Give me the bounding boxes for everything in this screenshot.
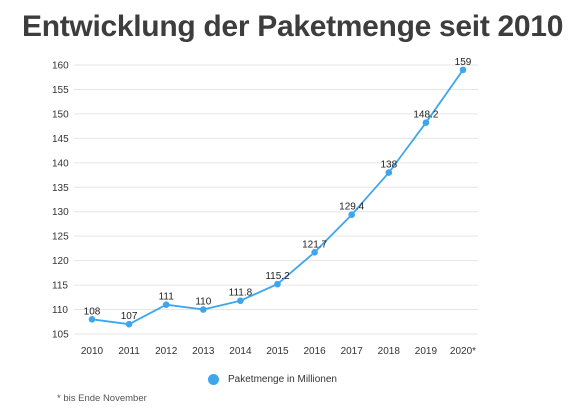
data-points [88,66,467,328]
x-tick-label: 2018 [378,346,401,357]
data-point [274,280,281,288]
data-label: 110 [195,297,211,308]
x-tick-label: 2016 [303,346,326,357]
y-tick-label: 145 [52,134,69,145]
y-tick-label: 120 [52,256,69,267]
y-tick-label: 130 [52,207,69,218]
x-tick-label: 2010 [81,346,104,357]
data-point [459,66,467,74]
x-tick-label: 2017 [341,346,364,357]
data-point [348,211,356,218]
y-tick-label: 155 [52,85,69,96]
data-label: 107 [121,311,138,322]
y-tick-label: 140 [52,158,69,169]
gridlines [74,64,478,335]
x-tick-label: 2012 [155,346,178,357]
data-label: 138 [380,160,397,171]
y-axis-ticks: 160 155 150 145 140 135 130 125 120 115 110 105 [52,61,69,341]
x-axis-ticks: 2010 2011 2012 2013 2014 2015 2016 2017 2018 2019… [81,346,476,357]
x-tick-label: 2019 [415,346,438,357]
footnote: * bis Ende November [57,393,147,404]
y-tick-label: 105 [52,330,69,341]
y-tick-label: 115 [52,281,68,292]
data-label: 129.4 [339,202,364,213]
data-labels: 108 107 111 110 111.8 115.2 121.7 129.4 138 148.2… [84,57,472,322]
chart-title: Entwicklung der Paketmenge seit 2010 [22,10,564,43]
data-point [162,301,170,308]
x-tick-label: 2015 [266,346,289,357]
data-point [88,316,96,323]
data-point [422,119,430,127]
data-point [200,306,207,313]
x-tick-label: 2013 [192,346,215,357]
data-point [237,297,244,305]
legend: Paketmenge in Millionen [208,374,337,385]
y-tick-label: 135 [52,183,69,194]
y-tick-label: 160 [52,61,69,72]
y-tick-label: 150 [52,109,69,120]
y-tick-label: 110 [52,305,68,316]
data-point [125,320,133,328]
x-tick-label: 2011 [118,346,140,357]
data-label: 159 [455,57,472,68]
data-point [311,249,318,256]
data-label: 111.8 [229,288,253,299]
y-tick-label: 125 [52,232,69,243]
legend-label: Paketmenge in Millionen [228,374,337,385]
data-point [385,169,393,176]
data-label: 121.7 [302,239,327,250]
data-label: 115.2 [265,271,290,282]
data-label: 148.2 [413,110,438,121]
data-label: 108 [84,306,101,317]
x-tick-label: 2014 [229,346,252,357]
data-label: 111 [159,292,175,303]
x-tick-label: 2020* [450,346,476,357]
legend-marker [208,374,219,385]
